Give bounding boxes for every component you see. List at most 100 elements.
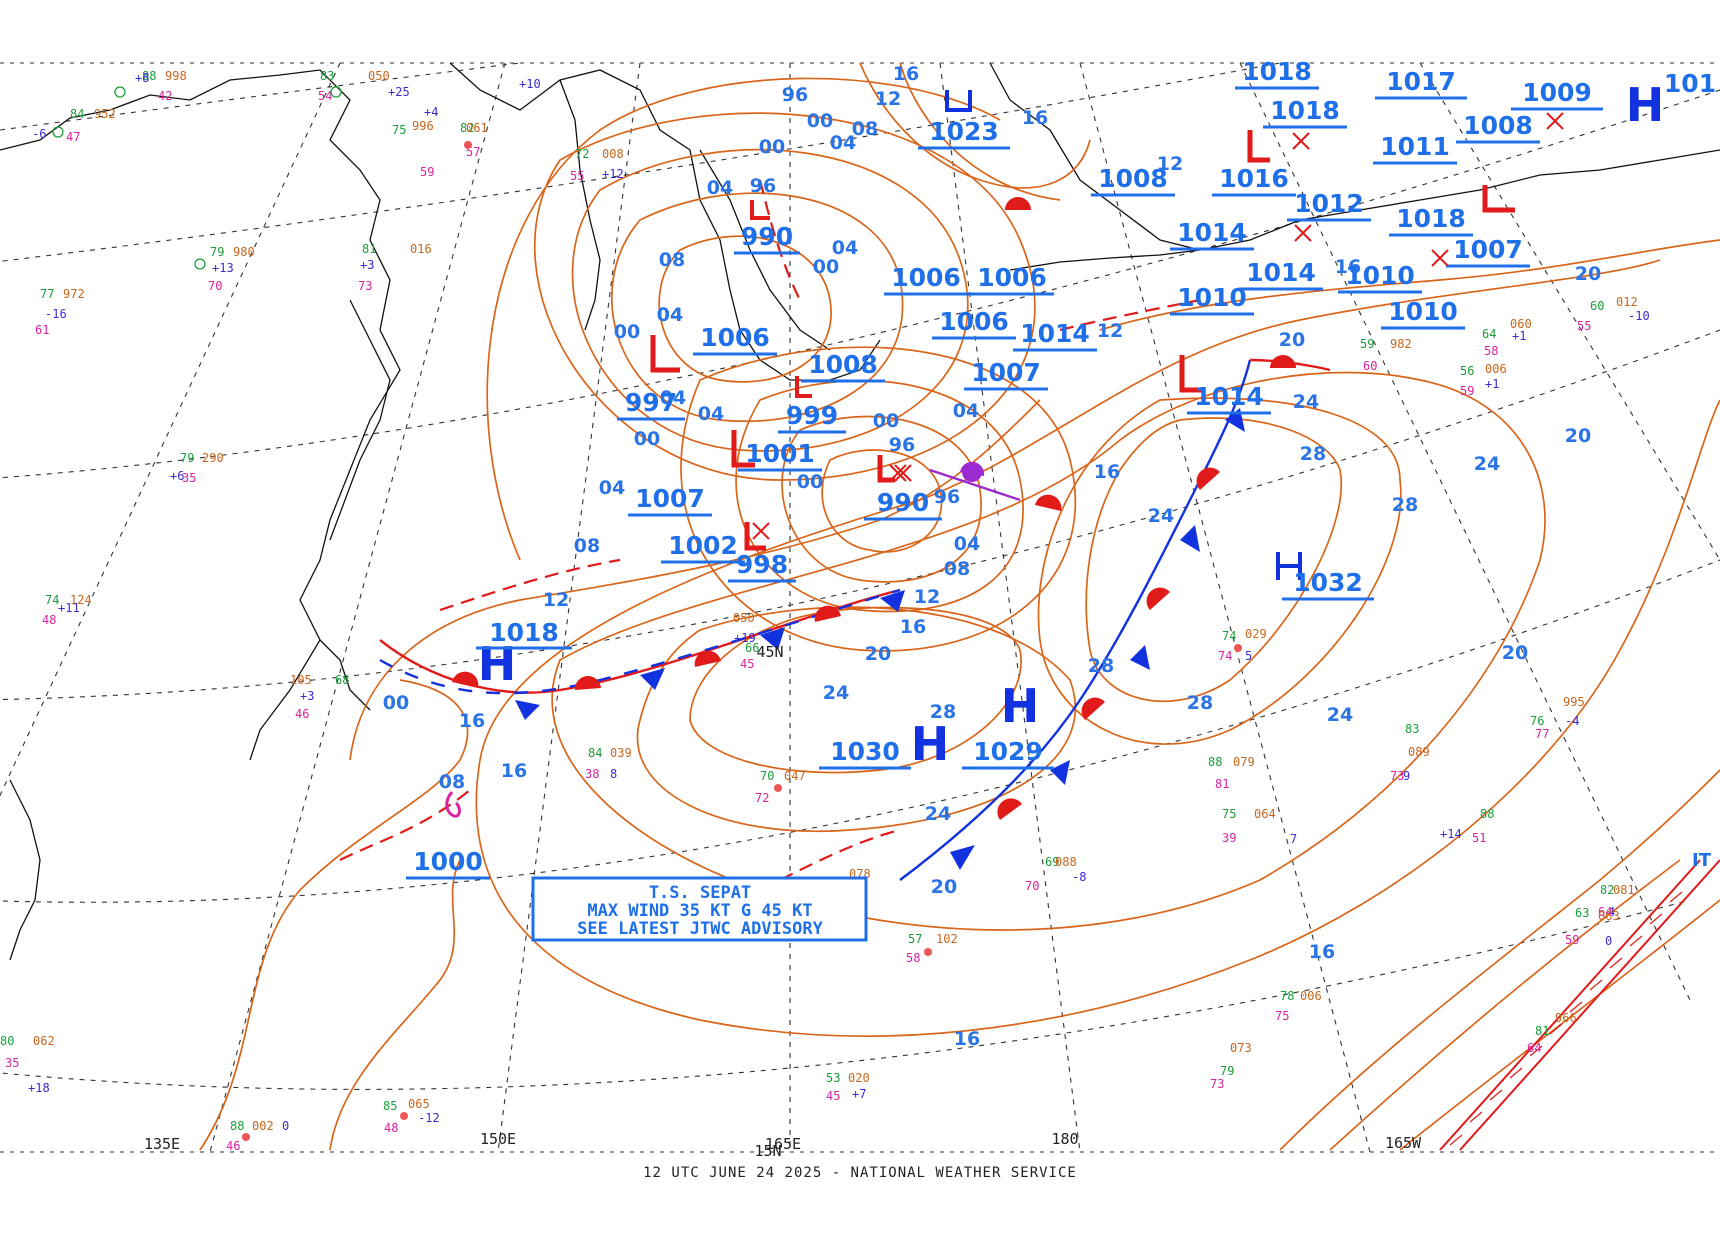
low-center-1010: 1010 1010 1010 xyxy=(1170,261,1465,330)
svg-text:72: 72 xyxy=(755,791,769,805)
svg-text:0: 0 xyxy=(1605,934,1612,948)
isobar-label: 24 xyxy=(1327,704,1353,726)
isobar-1002-low xyxy=(680,346,1077,652)
station-obs: 74 124 +11 48 xyxy=(42,593,92,627)
pressure-value-101: 101 xyxy=(1664,69,1716,98)
svg-text:+3: +3 xyxy=(360,258,374,272)
station-obs: 88 079 81 xyxy=(1208,755,1255,791)
svg-text:020: 020 xyxy=(848,1071,870,1085)
pressure-value-1016: 1016 xyxy=(1219,164,1289,193)
isobar-label: 04 xyxy=(698,403,724,425)
svg-text:85: 85 xyxy=(383,1099,397,1113)
low-center-1001: 1001 xyxy=(731,430,822,472)
svg-text:050: 050 xyxy=(368,69,390,83)
svg-text:982: 982 xyxy=(1390,337,1412,351)
pressure-value-1032: 1032 xyxy=(1293,568,1363,597)
pressure-value-1023: 1023 xyxy=(929,117,999,146)
svg-text:+6: +6 xyxy=(170,469,184,483)
high-center-1029: H 1029 xyxy=(962,679,1054,770)
svg-text:74: 74 xyxy=(45,593,59,607)
lon-label-135e: 135E xyxy=(144,1135,180,1153)
warm-semicircle xyxy=(1270,355,1296,368)
station-obs: 88 +14 51 xyxy=(1440,807,1494,845)
isobar-label: 16 xyxy=(459,710,485,732)
isobar-label: 28 xyxy=(1187,692,1213,714)
isobar-label: 20 xyxy=(1575,263,1601,285)
pressure-value-1001: 1001 xyxy=(745,439,815,468)
svg-text:80: 80 xyxy=(0,1034,14,1048)
svg-text:74: 74 xyxy=(1218,649,1232,663)
pressure-value-1006b-2: 1006 xyxy=(939,307,1009,336)
svg-text:88: 88 xyxy=(1208,755,1222,769)
pressure-value-1007a: 1007 xyxy=(971,358,1041,387)
isobar-label: 16 xyxy=(1309,941,1335,963)
pressure-value-1010c: 1010 xyxy=(1388,297,1458,326)
station-obs: 82 061 +4 57 xyxy=(424,105,488,159)
svg-text:012: 012 xyxy=(1616,295,1638,309)
low-center-1014: 1014 1014 1014 1014 xyxy=(1013,218,1323,415)
svg-text:48: 48 xyxy=(384,1121,398,1135)
svg-text:58: 58 xyxy=(906,951,920,965)
isobar-label: 00 xyxy=(634,428,660,450)
svg-text:56: 56 xyxy=(1460,364,1474,378)
station-obs: 64 060 +1 58 xyxy=(1482,317,1532,358)
svg-text:58: 58 xyxy=(1484,344,1498,358)
svg-text:016: 016 xyxy=(410,242,432,256)
isobar-label: 00 xyxy=(813,256,839,278)
svg-text:047: 047 xyxy=(784,769,806,783)
station-obs: 79 073 73 xyxy=(1210,1041,1252,1091)
svg-text:952: 952 xyxy=(94,107,116,121)
isobar-label: 12 xyxy=(1157,153,1183,175)
graticule xyxy=(0,62,1720,1153)
tropical-storm-sepat: 1000 xyxy=(406,791,490,880)
svg-text:64: 64 xyxy=(1598,905,1612,919)
isobar-label: 20 xyxy=(1565,425,1591,447)
ridge-hatch-2 xyxy=(1459,859,1720,1151)
cold-front-west xyxy=(379,588,901,695)
svg-text:60: 60 xyxy=(1590,299,1604,313)
svg-text:69: 69 xyxy=(1045,855,1059,869)
pressure-value-1012: 1012 xyxy=(1294,189,1364,218)
svg-text:972: 972 xyxy=(63,287,85,301)
occlusion-point-icon xyxy=(962,462,982,482)
svg-text:996: 996 xyxy=(412,119,434,133)
svg-text:029: 029 xyxy=(1245,627,1267,641)
isobar-1008 xyxy=(329,859,461,1151)
svg-text:5: 5 xyxy=(1245,649,1252,663)
isobar-label: 16 xyxy=(1335,256,1361,278)
svg-text:073: 073 xyxy=(1230,1041,1252,1055)
svg-text:70: 70 xyxy=(760,769,774,783)
svg-text:82: 82 xyxy=(460,121,474,135)
station-obs: 81 966 64 xyxy=(1527,1011,1577,1055)
cold-triangle xyxy=(1050,760,1070,785)
warm-semicircle xyxy=(1196,467,1220,490)
svg-text:-4: -4 xyxy=(1565,714,1579,728)
svg-text:+14: +14 xyxy=(1440,827,1462,841)
isobar-label: 08 xyxy=(439,771,465,793)
svg-text:84: 84 xyxy=(70,107,84,121)
isobar-994-low xyxy=(781,415,982,583)
pressure-value-1014a: 1014 xyxy=(1020,319,1090,348)
isobar-label: 00 xyxy=(807,110,833,132)
svg-text:039: 039 xyxy=(610,746,632,760)
map-footer: 12 UTC JUNE 24 2025 - NATIONAL WEATHER S… xyxy=(643,1165,1077,1181)
low-center-1011-1012: 1011 1012 xyxy=(1287,132,1457,222)
svg-text:42: 42 xyxy=(158,89,172,103)
high-center-101: H 101 xyxy=(1626,69,1716,132)
cold-triangle xyxy=(880,590,905,612)
svg-text:75: 75 xyxy=(392,123,406,137)
high-center-1018: H 1018 xyxy=(476,618,572,691)
pressure-value-1010a: 1010 xyxy=(1177,283,1247,312)
station-obs: 63 063 0 59 xyxy=(1565,906,1620,948)
tropical-storm-advisory: T.S. SEPAT MAX WIND 35 KT G 45 KT SEE LA… xyxy=(531,876,868,942)
station-obs: 69 088 -8 70 xyxy=(1025,855,1086,893)
svg-text:061: 061 xyxy=(466,121,488,135)
pressure-value-1018-north: 1018 xyxy=(1242,57,1312,86)
svg-text:006: 006 xyxy=(1485,362,1507,376)
svg-text:59: 59 xyxy=(1565,933,1579,947)
low-center-990: 990 xyxy=(864,455,942,521)
isobar-1004-nw xyxy=(611,192,904,422)
isobar-label: 00 xyxy=(614,321,640,343)
isobar-label: 16 xyxy=(501,760,527,782)
isobar-1016-nw xyxy=(486,77,1001,561)
